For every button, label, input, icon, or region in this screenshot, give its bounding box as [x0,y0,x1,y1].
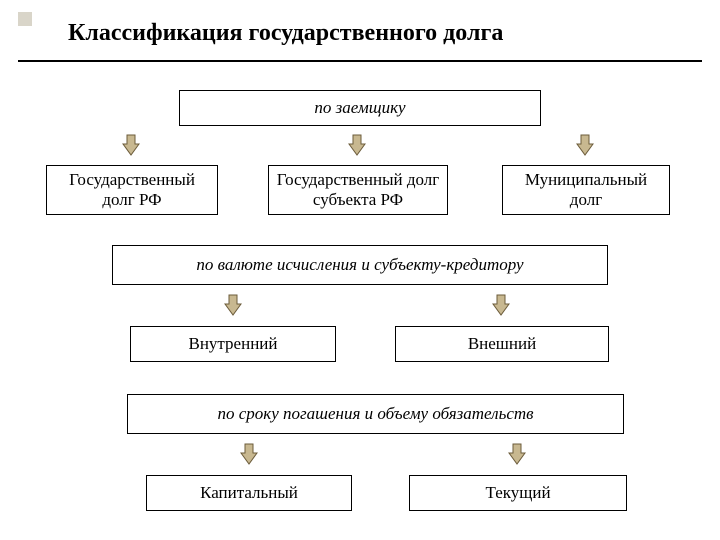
box-label: Капитальный [200,483,298,503]
down-arrow-icon [224,294,242,316]
title-underline [18,60,702,62]
header-label: по валюте исчисления и субъекту-кредитор… [196,255,523,275]
down-arrow-icon [122,134,140,156]
box-capital: Капитальный [146,475,352,511]
box-label: Внутренний [188,334,277,354]
box-label: Текущий [485,483,550,503]
down-arrow-icon [348,134,366,156]
header-box-term: по сроку погашения и объему обязательств [127,394,624,434]
header-box-borrower: по заемщику [179,90,541,126]
box-state-debt-rf: Государственный долг РФ [46,165,218,215]
page-title: Классификация государственного долга [0,0,720,57]
down-arrow-icon [492,294,510,316]
down-arrow-icon [508,443,526,465]
box-current: Текущий [409,475,627,511]
box-label: Государственный долг субъекта РФ [275,170,441,211]
box-label: Муниципальный долг [509,170,663,211]
down-arrow-icon [240,443,258,465]
corner-marker [18,12,32,26]
down-arrow-icon [576,134,594,156]
box-external: Внешний [395,326,609,362]
box-municipal-debt: Муниципальный долг [502,165,670,215]
box-label: Внешний [468,334,536,354]
box-label: Государственный долг РФ [53,170,211,211]
header-box-currency: по валюте исчисления и субъекту-кредитор… [112,245,608,285]
box-internal: Внутренний [130,326,336,362]
header-label: по заемщику [314,98,405,118]
header-label: по сроку погашения и объему обязательств [217,404,533,424]
box-state-debt-subject: Государственный долг субъекта РФ [268,165,448,215]
